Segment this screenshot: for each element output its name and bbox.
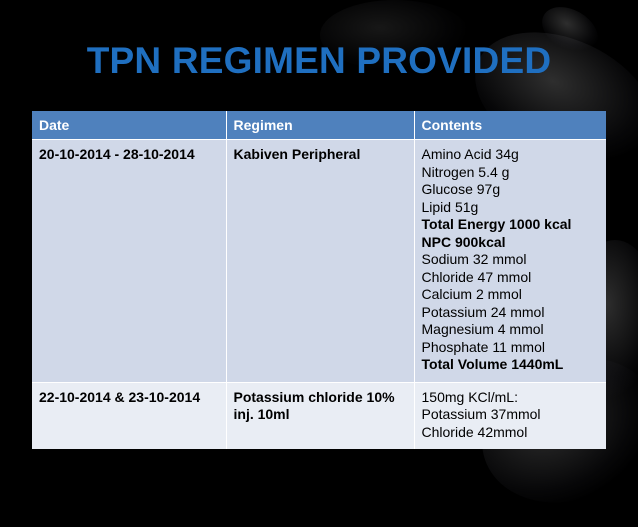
content-line: Lipid 51g [421, 198, 479, 215]
background-blob-5 [320, 0, 470, 70]
content-line: Chloride 47 mmol [421, 268, 532, 285]
content-line: Sodium 32 mmol [421, 251, 527, 267]
cell-regimen: Potassium chloride 10% inj. 10ml [226, 381, 415, 449]
cell-date: 20-10-2014 - 28-10-2014 [32, 139, 227, 382]
content-line: Calcium 2 mmol [421, 286, 522, 302]
content-line: 150mg KCl/mL: [421, 388, 518, 405]
header-contents: Contents [414, 111, 606, 140]
content-line: NPC 900kcal [421, 233, 506, 250]
content-line: Chloride 42mmol [421, 423, 528, 440]
cell-regimen: Kabiven Peripheral [226, 139, 415, 382]
table-row: 22-10-2014 & 23-10-2014 Potassium chlori… [32, 381, 606, 449]
cell-contents: Amino Acid 34g Nitrogen 5.4 g Glucose 97… [414, 139, 606, 382]
content-line: Potassium 24 mmol [421, 303, 545, 320]
content-line: Glucose 97g [421, 181, 501, 197]
content-line: Nitrogen 5.4 g [421, 163, 510, 180]
content-line: Amino Acid 34g [421, 146, 519, 162]
cell-date: 22-10-2014 & 23-10-2014 [32, 381, 227, 449]
content-line: Potassium 37mmol [421, 406, 541, 422]
content-line: Total Energy 1000 kcal [421, 216, 572, 232]
content-line: Magnesium 4 mmol [421, 321, 544, 337]
table-row: 20-10-2014 - 28-10-2014 Kabiven Peripher… [32, 139, 606, 382]
content-line: Total Volume 1440mL [421, 356, 564, 372]
header-date: Date [32, 111, 227, 140]
slide-title: TPN REGIMEN PROVIDED [86, 40, 552, 81]
regimen-table: Date Regimen Contents 20-10-2014 - 28-10… [32, 111, 606, 449]
header-regimen: Regimen [226, 111, 415, 140]
content-line: Phosphate 11 mmol [421, 338, 545, 355]
table-header-row: Date Regimen Contents [32, 111, 606, 140]
cell-contents: 150mg KCl/mL: Potassium 37mmol Chloride … [414, 381, 606, 449]
